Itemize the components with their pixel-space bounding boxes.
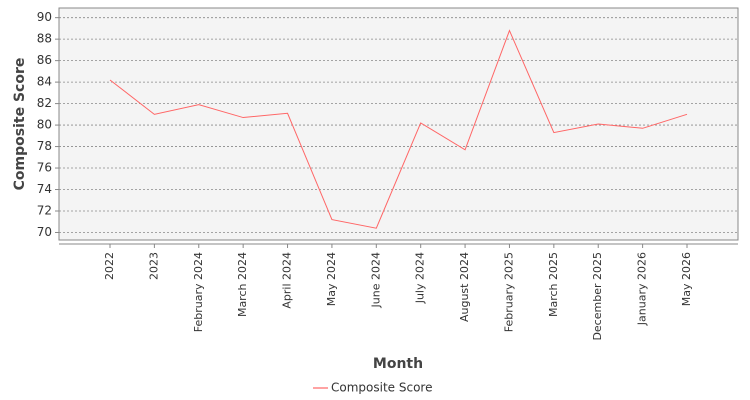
y-tick-label: 74 (37, 182, 52, 196)
y-tick-label: 76 (37, 161, 52, 175)
x-tick-label: May 2026 (680, 252, 693, 306)
x-tick-label: February 2024 (192, 252, 205, 332)
y-tick-label: 86 (37, 53, 52, 67)
y-tick-label: 78 (37, 139, 52, 153)
x-tick-label: July 2024 (414, 252, 427, 304)
y-axis-title: Composite Score (12, 58, 28, 191)
y-tick-label: 84 (37, 75, 52, 89)
plot-area (58, 7, 739, 241)
x-tick-label: 2022 (103, 252, 116, 280)
series-line (109, 29, 688, 229)
x-tick-label: June 2024 (369, 252, 382, 308)
x-tick-label: February 2025 (502, 252, 515, 332)
y-tick-label: 82 (37, 96, 52, 110)
x-tick-label: January 2026 (636, 252, 649, 326)
y-tick-label: 88 (37, 32, 52, 46)
x-tick-label: August 2024 (458, 252, 471, 322)
x-axis-title: Month (373, 356, 423, 372)
x-tick-label: 2023 (147, 252, 160, 280)
x-tick-label: April 2024 (281, 252, 294, 309)
legend-label: Composite Score (331, 381, 432, 395)
x-tick-label: March 2024 (236, 252, 249, 317)
x-tick-label: May 2024 (325, 252, 338, 306)
y-tick-label: 70 (37, 225, 52, 239)
y-tick-label: 90 (37, 10, 52, 24)
x-tick-label: March 2025 (547, 252, 560, 317)
x-tick-label: December 2025 (591, 252, 604, 341)
y-tick-label: 80 (37, 118, 52, 132)
y-tick-label: 72 (37, 204, 52, 218)
